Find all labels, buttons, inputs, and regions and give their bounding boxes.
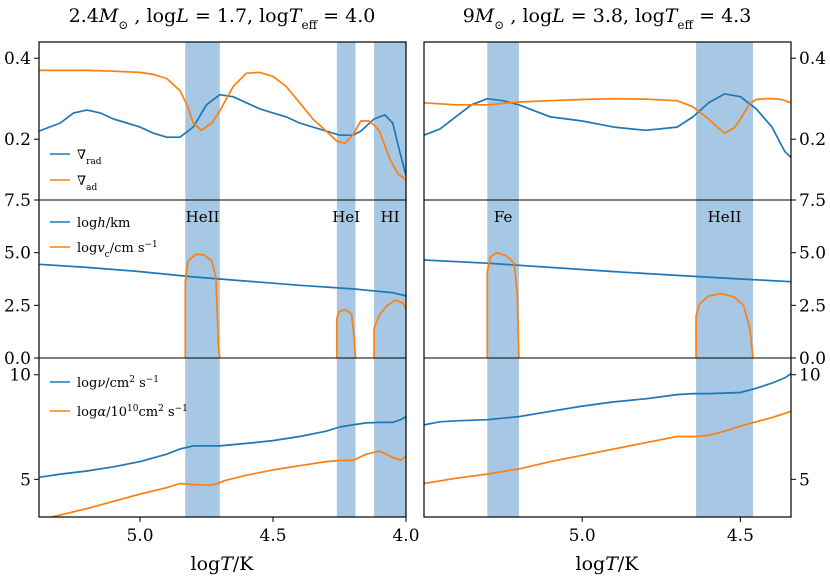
left-row0-ytick-label-1: 0.2: [4, 130, 31, 150]
legend-h-vc: logh/km logvc/cm s−1: [50, 216, 158, 260]
left-row1-ytick-label-3: 0.0: [4, 349, 31, 369]
left-row2-series1-seg0: [48, 450, 406, 517]
right-row0-ytick-label-0: 0.4: [799, 49, 826, 69]
right-xtick-label-1: 4.5: [727, 526, 754, 546]
right-row2-ytick-label-0: 10: [799, 366, 821, 386]
right-zone-label-1: HeII: [708, 208, 742, 226]
left-zone-1: [336, 42, 356, 517]
right-row2-ytick-label-1: 5: [799, 470, 810, 490]
right-title: 9M⊙ , logL = 3.8, logTeff = 4.3: [463, 5, 752, 32]
left-row1-ytick-label-2: 2.5: [4, 296, 31, 316]
left-row1-series1-seg0: [184, 253, 221, 358]
left-xtick-label-1: 4.5: [260, 526, 287, 546]
right-row2-series0-seg0: [424, 372, 791, 426]
right-row0-ytick-label-1: 0.2: [799, 130, 826, 150]
right-row2-series1-seg0: [424, 410, 791, 485]
right-zone-label-0: Fe: [494, 208, 513, 226]
left-row1-ytick-label-0: 7.5: [4, 191, 31, 211]
left-row0-series0-seg0: [39, 93, 406, 176]
right-row1-ytick-label-1: 5.0: [799, 244, 826, 264]
right-row0-series1-seg0: [424, 97, 791, 135]
left-row2-series0-seg0: [39, 415, 406, 479]
left-zone-label-1: HeI: [332, 208, 360, 226]
left-row2-ytick-label-0: 10: [9, 366, 31, 386]
left-row1-ytick-label-1: 5.0: [4, 244, 31, 264]
legend-logvc: logvc/cm s−1: [77, 240, 158, 260]
left-xtick-label-2: 4.0: [392, 526, 419, 546]
left-title: 2.4M⊙ , logL = 1.7, logTeff = 4.0: [69, 5, 376, 32]
right-row1-ytick-label-2: 2.5: [799, 296, 826, 316]
left-row0-series1-seg0: [39, 69, 406, 181]
right-xtick-label-0: 5.0: [569, 526, 596, 546]
right-row1-ytick-label-0: 7.5: [799, 191, 826, 211]
legend-grad: ∇rad ∇ad: [50, 148, 102, 193]
left-frame: [38, 41, 407, 518]
right-zone-0: [487, 42, 519, 517]
legend-lognu: logν/cm2 s−1: [77, 375, 159, 391]
left-zone-label-2: HI: [381, 208, 400, 226]
legend-logh: logh/km: [77, 216, 130, 231]
right-row1-ytick-label-3: 0.0: [799, 349, 826, 369]
right-frame: [423, 41, 792, 518]
legend-nu-alpha: logν/cm2 s−1 logα/1010cm2 s−1: [50, 375, 188, 420]
left-row0-ytick-label-0: 0.4: [4, 49, 31, 69]
right-row1-series0-seg0: [424, 259, 791, 283]
right-row0-series0-seg0: [424, 93, 791, 159]
right-row1-series1-seg1: [695, 292, 754, 358]
legend-grad-ad: ∇ad: [77, 174, 97, 193]
legend-grad-rad: ∇rad: [77, 148, 102, 167]
left-row1-series1-seg2: [373, 299, 406, 358]
left-zone-label-0: HeII: [186, 208, 220, 226]
legend-logalpha: logα/1010cm2 s−1: [77, 404, 188, 420]
x-axis-label: logT/K: [191, 553, 255, 575]
left-row1-series1-seg1: [336, 308, 357, 358]
left-zone-2: [374, 42, 406, 517]
right-row1-series1-seg0: [486, 251, 520, 358]
left-xtick-label-0: 5.0: [127, 526, 154, 546]
left-row1-series0-seg0: [39, 263, 406, 297]
x-axis-label-right: logT/K: [576, 553, 640, 575]
left-row2-ytick-label-1: 5: [20, 470, 31, 490]
